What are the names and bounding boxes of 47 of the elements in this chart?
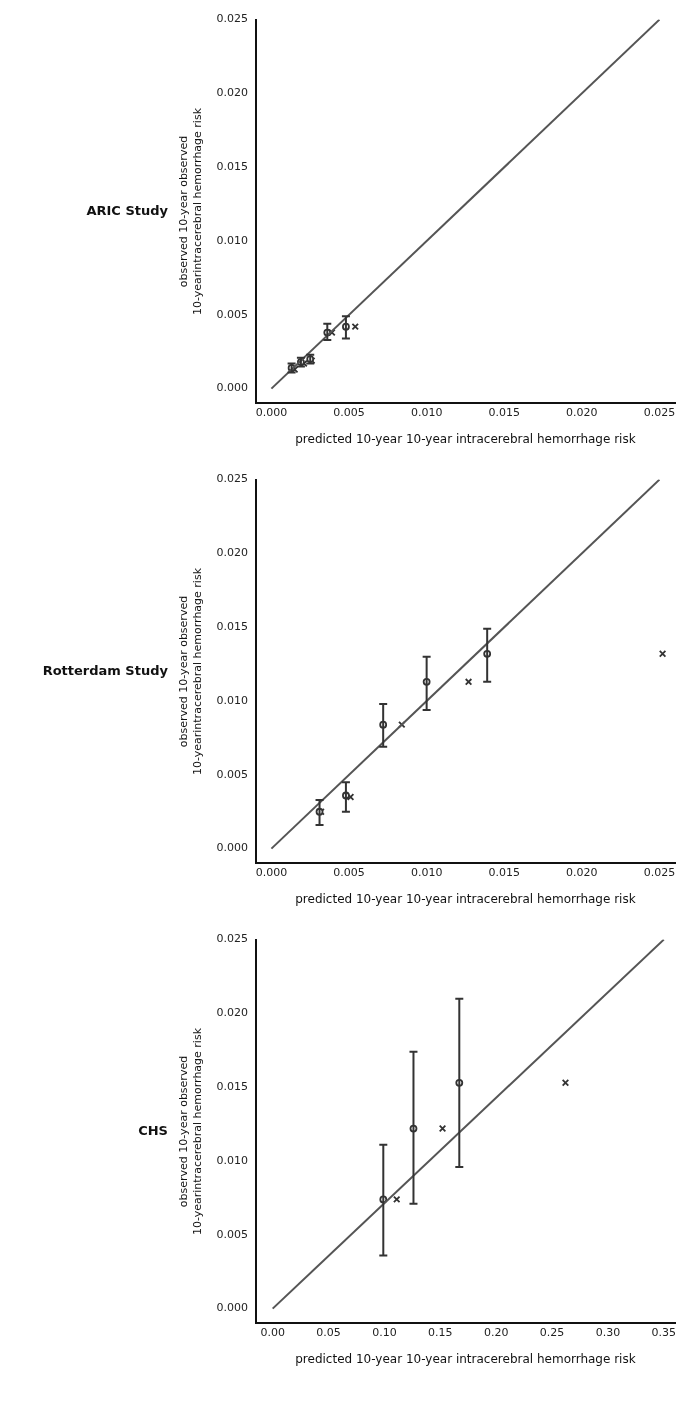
y-tick-label: 0.000 <box>216 1301 248 1315</box>
y-tick-label: 0.015 <box>216 620 248 634</box>
x-tick-label: 0.010 <box>410 405 443 419</box>
y-tick-label: 0.005 <box>216 1227 248 1241</box>
y-axis-title: observed 10-year observed 10-yearintracerebral hemorrhage risk <box>177 1027 204 1236</box>
text: ARIC Study <box>86 202 169 218</box>
y-tick-label: 0.020 <box>216 86 248 100</box>
x-tick-label: 0.20 <box>483 1325 509 1339</box>
y-tick-label: 0.020 <box>216 546 248 560</box>
x-tick-label: 0.30 <box>595 1325 621 1339</box>
y-tick-label: 0.005 <box>216 767 248 781</box>
y-tick-label: 0.005 <box>216 307 248 321</box>
x-tick-label: 0.015 <box>488 405 520 419</box>
y-tick-label: 0.015 <box>216 160 248 174</box>
x-tick-label: 0.25 <box>539 1325 565 1339</box>
x-tick-label: 0.000 <box>255 865 288 879</box>
x-tick-label: 0.020 <box>566 405 598 419</box>
x-tick-label: 0.010 <box>410 865 443 879</box>
x-tick-label: 0.020 <box>566 865 598 879</box>
x-tick-label: 0.00 <box>260 1325 285 1339</box>
x-tick-label: 0.05 <box>316 1325 341 1339</box>
y-tick-label: 0.020 <box>216 1006 248 1020</box>
text: Rotterdam Study <box>42 662 169 678</box>
y-tick-label: 0.025 <box>216 472 248 486</box>
y-tick-label: 0.010 <box>216 693 248 707</box>
x-tick-label: 0.015 <box>488 865 520 879</box>
y-tick-label: 0.010 <box>216 1153 248 1167</box>
x-tick-label: 0.35 <box>651 1325 677 1339</box>
x-axis-title: predicted 10-year 10-year intracerebral hemorrhage risk <box>295 891 636 906</box>
y-tick-label: 0.025 <box>216 932 248 946</box>
x-tick-label: 0.025 <box>643 405 676 419</box>
x-tick-label: 0.025 <box>643 865 676 879</box>
x-tick-label: 0.000 <box>255 405 288 419</box>
y-tick-label: 0.025 <box>216 12 248 26</box>
x-axis-title: predicted 10-year 10-year intracerebral hemorrhage risk <box>295 1351 636 1366</box>
y-tick-label: 0.000 <box>216 381 248 395</box>
x-tick-label: 0.15 <box>428 1325 453 1339</box>
y-tick-label: 0.015 <box>216 1080 248 1094</box>
y-tick-label: 0.000 <box>216 841 248 855</box>
y-tick-label: 0.010 <box>216 233 248 247</box>
x-tick-label: 0.005 <box>333 865 365 879</box>
y-axis-title: observed 10-year observed 10-yearintracerebral hemorrhage risk <box>177 567 204 776</box>
x-tick-label: 0.005 <box>333 405 365 419</box>
x-tick-label: 0.10 <box>372 1325 397 1339</box>
x-axis-title: predicted 10-year 10-year intracerebral hemorrhage risk <box>295 431 636 446</box>
y-axis-title: observed 10-year observed 10-yearintracerebral hemorrhage risk <box>177 107 204 316</box>
text: CHS <box>138 1122 168 1138</box>
